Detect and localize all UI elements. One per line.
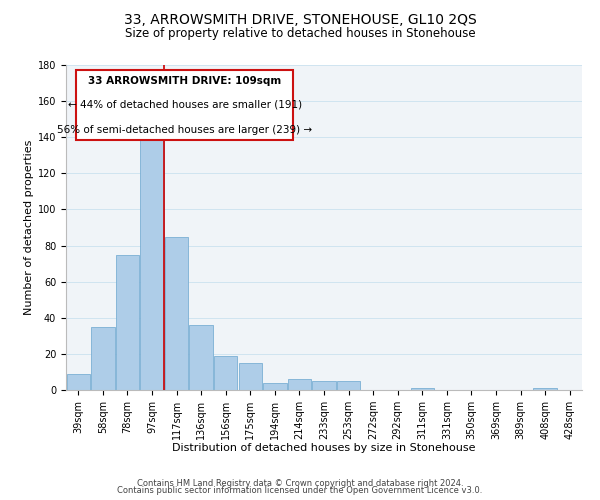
Bar	[165, 236, 188, 390]
Bar	[91, 327, 115, 390]
Bar	[263, 383, 287, 390]
Bar	[214, 356, 238, 390]
Text: Contains public sector information licensed under the Open Government Licence v3: Contains public sector information licen…	[118, 486, 482, 495]
Bar	[190, 325, 213, 390]
Text: 56% of semi-detached houses are larger (239) →: 56% of semi-detached houses are larger (…	[57, 125, 312, 135]
Text: Contains HM Land Registry data © Crown copyright and database right 2024.: Contains HM Land Registry data © Crown c…	[137, 478, 463, 488]
X-axis label: Distribution of detached houses by size in Stonehouse: Distribution of detached houses by size …	[172, 444, 476, 454]
Bar	[533, 388, 557, 390]
Bar	[410, 388, 434, 390]
Text: 33, ARROWSMITH DRIVE, STONEHOUSE, GL10 2QS: 33, ARROWSMITH DRIVE, STONEHOUSE, GL10 2…	[124, 12, 476, 26]
Bar	[116, 254, 139, 390]
Text: 33 ARROWSMITH DRIVE: 109sqm: 33 ARROWSMITH DRIVE: 109sqm	[88, 76, 281, 86]
FancyBboxPatch shape	[76, 70, 293, 140]
Bar	[337, 381, 360, 390]
Bar	[140, 139, 164, 390]
Y-axis label: Number of detached properties: Number of detached properties	[23, 140, 34, 315]
Bar	[239, 363, 262, 390]
Bar	[288, 379, 311, 390]
Bar	[67, 374, 90, 390]
Bar	[313, 381, 335, 390]
Text: ← 44% of detached houses are smaller (191): ← 44% of detached houses are smaller (19…	[68, 99, 302, 109]
Text: Size of property relative to detached houses in Stonehouse: Size of property relative to detached ho…	[125, 28, 475, 40]
